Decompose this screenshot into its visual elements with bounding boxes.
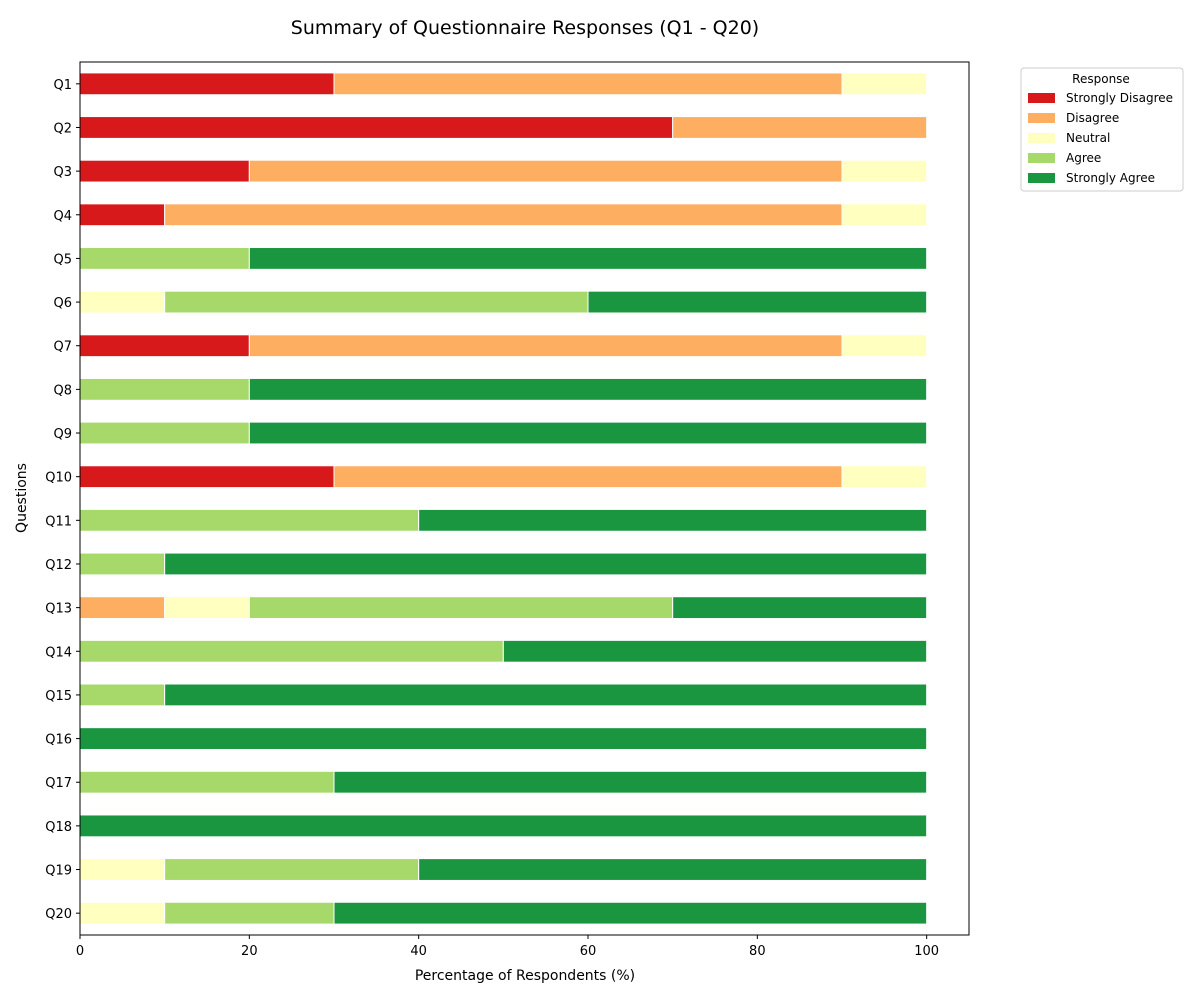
bar-segment: [248, 421, 928, 445]
bar-segment: [418, 858, 928, 881]
plot-frame: [79, 61, 970, 936]
bar-segment: [79, 421, 250, 445]
bar-segment: [164, 203, 843, 227]
bar-segment: [164, 858, 420, 881]
bar-segment: [841, 203, 928, 227]
bar-segment: [672, 596, 928, 620]
legend-label: Strongly Disagree: [1066, 91, 1173, 105]
legend-swatch: [1028, 133, 1055, 143]
chart-title: Summary of Questionnaire Responses (Q1 -…: [291, 17, 759, 39]
bar-segment: [841, 159, 928, 183]
bar-segment: [333, 72, 843, 96]
bar-segment: [248, 596, 674, 620]
y-tick-label: Q4: [53, 209, 72, 224]
bar-segment: [502, 639, 928, 663]
legend-swatch: [1028, 173, 1055, 183]
legend-swatch: [1028, 113, 1055, 123]
y-tick-label: Q13: [45, 602, 72, 617]
bar-segment: [248, 247, 928, 270]
y-tick-label: Q1: [53, 78, 72, 93]
x-tick-label: 0: [76, 944, 84, 959]
y-tick-label: Q19: [45, 864, 72, 879]
bar-segment: [164, 901, 335, 925]
bar-segment: [248, 159, 843, 183]
bar-segment: [79, 552, 166, 576]
y-tick-label: Q9: [53, 427, 72, 442]
y-tick-label: Q14: [45, 645, 72, 660]
bar-segment: [79, 814, 928, 838]
bar-segment: [79, 334, 250, 358]
legend-label: Disagree: [1066, 111, 1119, 125]
bar-segment: [79, 508, 420, 532]
y-tick-label: Q20: [45, 907, 72, 922]
y-tick-label: Q5: [53, 252, 72, 267]
y-tick-label: Q10: [45, 471, 72, 486]
x-tick-label: 60: [580, 944, 597, 959]
legend-title: Response: [1072, 72, 1130, 86]
legend-swatch: [1028, 153, 1055, 163]
y-tick-label: Q7: [53, 340, 72, 355]
y-tick-label: Q3: [53, 165, 72, 180]
y-tick-label: Q2: [53, 121, 72, 136]
bar-segment: [164, 552, 928, 576]
x-tick-label: 100: [914, 944, 939, 959]
legend-label: Strongly Agree: [1066, 171, 1155, 185]
bar-segment: [79, 683, 166, 707]
legend-label: Neutral: [1066, 131, 1110, 145]
bar-segment: [333, 465, 843, 489]
bar-segment: [841, 72, 928, 96]
bar-segment: [418, 508, 928, 532]
legend-frame: [1020, 67, 1184, 192]
bar-segment: [164, 683, 928, 707]
y-tick-label: Q16: [45, 733, 72, 748]
bar-segment: [248, 334, 843, 358]
bar-segment: [79, 770, 335, 794]
bar-segment: [841, 334, 928, 358]
bar-segment: [333, 770, 928, 794]
y-tick-label: Q11: [45, 514, 72, 529]
bar-segment: [333, 901, 928, 925]
y-axis-label: Questions: [14, 463, 30, 533]
legend-label: Agree: [1066, 151, 1101, 165]
legend-swatch: [1028, 93, 1055, 103]
bar-segment: [79, 72, 335, 96]
bar-segment: [79, 858, 166, 881]
x-tick-label: 80: [749, 944, 766, 959]
y-tick-label: Q17: [45, 776, 72, 791]
bar-segment: [164, 596, 250, 620]
bar-segment: [587, 290, 928, 314]
bar-segment: [164, 290, 589, 314]
y-tick-label: Q8: [53, 383, 72, 398]
bar-segment: [79, 901, 166, 925]
legend: Response Strongly Disagree Disagree Neutra…: [1020, 67, 1184, 192]
bar-segment: [841, 465, 928, 489]
bar-segment: [79, 203, 166, 227]
y-tick-label: Q12: [45, 558, 72, 573]
x-tick-label: 20: [241, 944, 258, 959]
bar-segment: [79, 639, 504, 663]
x-tick-label: 40: [410, 944, 427, 959]
y-tick-label: Q15: [45, 689, 72, 704]
bar-segment: [79, 596, 166, 620]
bar-segment: [79, 159, 250, 183]
y-tick-label: Q18: [45, 820, 72, 835]
bar-segment: [79, 377, 250, 401]
bar-segment: [248, 377, 928, 401]
bar-segment: [79, 727, 928, 750]
bar-segment: [672, 116, 928, 139]
y-tick-label: Q6: [53, 296, 72, 311]
bar-segment: [79, 465, 335, 489]
x-axis-label: Percentage of Respondents (%): [415, 968, 635, 984]
bar-segment: [79, 116, 674, 139]
bar-segment: [79, 247, 250, 270]
bar-segment: [79, 290, 166, 314]
